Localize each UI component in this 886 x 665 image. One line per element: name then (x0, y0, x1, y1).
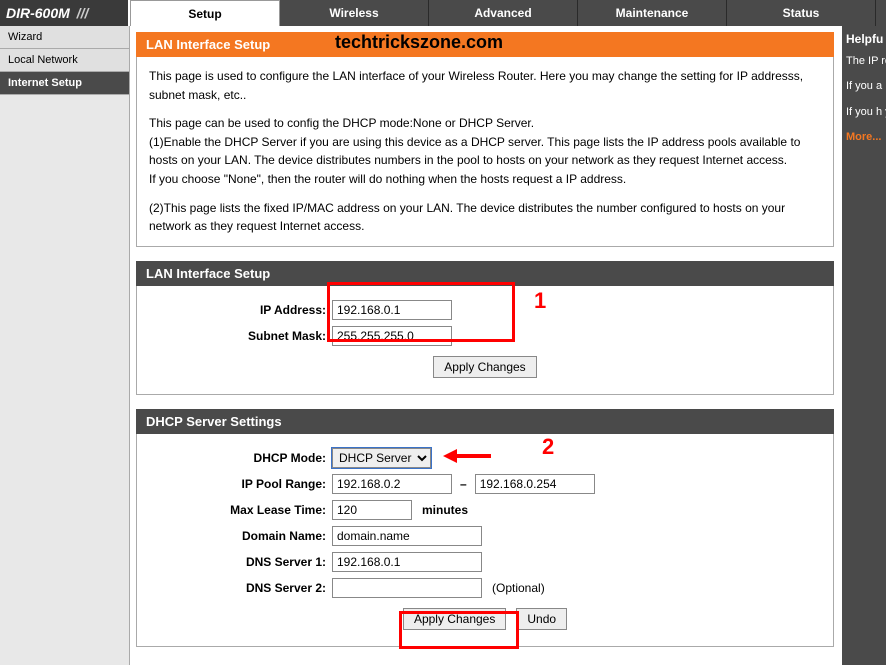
tab-wireless[interactable]: Wireless (280, 0, 429, 26)
dns2-label: DNS Server 2: (147, 581, 332, 595)
model-slashes: /// (73, 5, 89, 21)
ip-pool-end-input[interactable] (475, 474, 595, 494)
ip-pool-start-input[interactable] (332, 474, 452, 494)
help-p2: If you a DHCP s network static I all the… (846, 79, 882, 94)
range-dash: – (460, 477, 467, 491)
annotation-arrow-icon (443, 446, 493, 466)
dns1-label: DNS Server 1: (147, 555, 332, 569)
content-area: LAN Interface Setup This page is used to… (130, 26, 842, 665)
sidebar-item-internet-setup[interactable]: Internet Setup (0, 72, 129, 95)
annotation-number-2: 2 (542, 434, 554, 460)
intro-body: This page is used to configure the LAN i… (136, 57, 834, 247)
top-tabs: Setup Wireless Advanced Maintenance Stat… (130, 0, 886, 26)
dns2-optional: (Optional) (492, 581, 545, 595)
help-panel: Helpfu The IP router i addres access man… (842, 26, 886, 665)
sidebar-item-local-network[interactable]: Local Network (0, 49, 129, 72)
ip-pool-range-label: IP Pool Range: (147, 477, 332, 491)
annotation-number-1: 1 (534, 288, 546, 314)
dhcp-header: DHCP Server Settings (136, 409, 834, 434)
dhcp-mode-select[interactable]: DHCP Server (332, 448, 431, 468)
dhcp-mode-label: DHCP Mode: (147, 451, 332, 465)
sidebar-item-wizard[interactable]: Wizard (0, 26, 129, 49)
domain-name-input[interactable] (332, 526, 482, 546)
annotation-box-1 (327, 282, 515, 342)
ip-address-label: IP Address: (147, 303, 332, 317)
lease-unit: minutes (422, 503, 468, 517)
domain-name-label: Domain Name: (147, 529, 332, 543)
intro-p3: (2)This page lists the fixed IP/MAC addr… (149, 199, 821, 236)
tab-advanced[interactable]: Advanced (429, 0, 578, 26)
model-badge: DIR-600M /// (0, 0, 130, 26)
annotation-box-2 (399, 611, 519, 649)
model-name: DIR-600M (6, 5, 70, 21)
subnet-mask-label: Subnet Mask: (147, 329, 332, 343)
tab-status[interactable]: Status (727, 0, 876, 26)
dns1-input[interactable] (332, 552, 482, 572)
max-lease-label: Max Lease Time: (147, 503, 332, 517)
tab-maintenance[interactable]: Maintenance (578, 0, 727, 26)
dhcp-undo-button[interactable]: Undo (516, 608, 567, 630)
intro-p2: This page can be used to config the DHCP… (149, 114, 821, 188)
tab-setup[interactable]: Setup (130, 0, 280, 26)
intro-p1: This page is used to configure the LAN i… (149, 67, 821, 104)
help-p3: If you h your ne should fixed IP a Stati… (846, 105, 882, 120)
tab-spacer (876, 0, 886, 26)
lan-apply-button[interactable]: Apply Changes (433, 356, 536, 378)
sidebar: Wizard Local Network Internet Setup (0, 26, 130, 665)
max-lease-input[interactable] (332, 500, 412, 520)
help-more-link[interactable]: More... (846, 130, 882, 145)
dns2-input[interactable] (332, 578, 482, 598)
watermark-text: techtrickszone.com (335, 32, 503, 53)
help-p1: The IP router i addres access manage of … (846, 54, 882, 69)
help-title: Helpfu (846, 32, 882, 46)
